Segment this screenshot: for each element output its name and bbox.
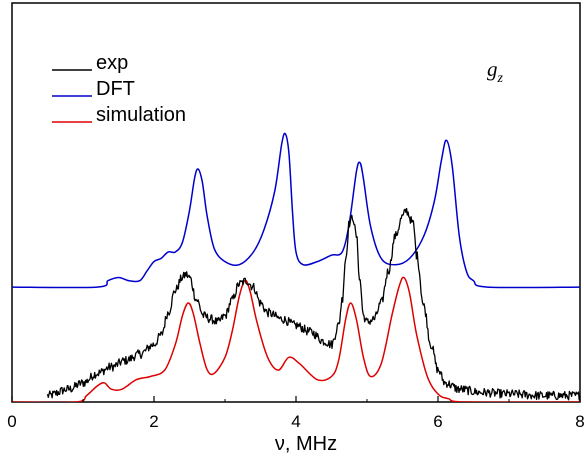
x-tick-label-6: 6: [433, 412, 442, 431]
legend: exp DFT simulation: [52, 52, 186, 126]
series-line-exp: [46, 207, 580, 401]
series-line-simulation: [12, 276, 580, 402]
legend-label-exp: exp: [96, 52, 128, 74]
gz-annotation: gz: [487, 57, 504, 86]
annotation-symbol: g: [487, 57, 498, 81]
legend-label-DFT: DFT: [96, 78, 135, 100]
annotation-subscript: z: [497, 71, 504, 86]
x-axis-title: ν, MHz: [275, 433, 337, 455]
legend-label-simulation: simulation: [96, 104, 186, 126]
x-tick-labels: 0 2 4 6 8: [7, 412, 584, 431]
plot-area: [11, 2, 581, 403]
tick-layer: [11, 396, 581, 402]
x-tick-label-4: 4: [291, 412, 300, 431]
series-layer: [12, 132, 580, 402]
series-line-DFT: [12, 132, 580, 289]
x-tick-label-0: 0: [7, 412, 16, 431]
x-tick-label-8: 8: [575, 412, 584, 431]
x-tick-label-2: 2: [149, 412, 158, 431]
